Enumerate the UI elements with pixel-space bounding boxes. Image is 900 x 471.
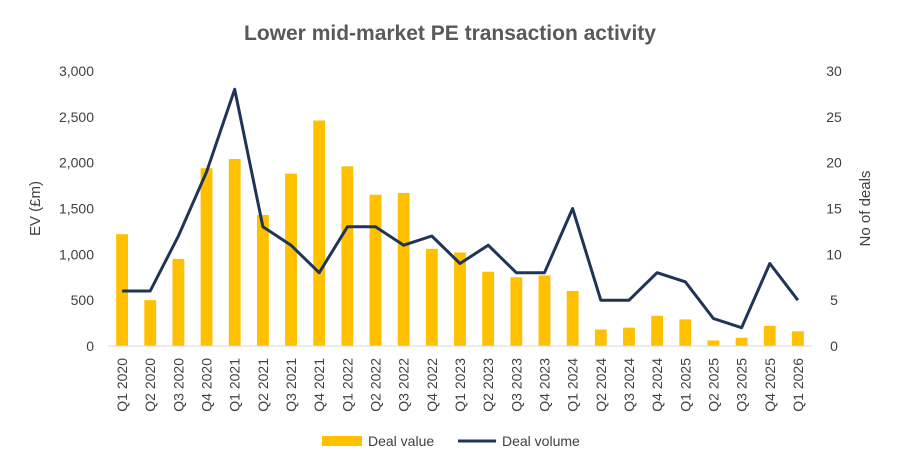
x-tick-label: Q3 2020 bbox=[170, 358, 186, 412]
x-tick-label: Q3 2021 bbox=[283, 358, 299, 412]
x-tick-label: Q4 2023 bbox=[536, 358, 552, 412]
x-tick-label: Q1 2022 bbox=[339, 358, 355, 412]
bar bbox=[256, 214, 269, 346]
bar bbox=[651, 315, 664, 346]
bar bbox=[285, 173, 297, 346]
bar bbox=[228, 159, 241, 346]
y2-tick-label: 10 bbox=[826, 246, 842, 262]
x-tick-label: Q1 2026 bbox=[790, 358, 806, 412]
bar bbox=[454, 252, 466, 346]
bar bbox=[116, 234, 128, 346]
x-tick-label: Q2 2025 bbox=[705, 358, 721, 412]
x-tick-label: Q1 2021 bbox=[227, 358, 243, 412]
y2-axis-label: No of deals bbox=[857, 171, 874, 247]
x-tick-label: Q1 2024 bbox=[565, 358, 581, 412]
y-tick-label: 1,000 bbox=[59, 246, 94, 262]
x-tick-label: Q3 2024 bbox=[621, 358, 637, 412]
y2-tick-label: 15 bbox=[826, 201, 842, 217]
bar bbox=[735, 337, 748, 346]
bar bbox=[425, 248, 438, 346]
y-axis-ticks: 0 500 1,000 1,500 2,000 2,500 3,000 bbox=[59, 63, 94, 354]
y2-tick-label: 30 bbox=[826, 63, 842, 79]
y-tick-label: 1,500 bbox=[59, 201, 94, 217]
bar bbox=[144, 300, 157, 346]
legend-label-deal-volume: Deal volume bbox=[502, 433, 580, 449]
y-tick-label: 2,000 bbox=[59, 155, 94, 171]
y-tick-label: 3,000 bbox=[59, 63, 94, 79]
x-tick-label: Q1 2025 bbox=[677, 358, 693, 412]
bar bbox=[594, 329, 607, 346]
bar bbox=[341, 166, 354, 346]
x-tick-label: Q2 2023 bbox=[480, 358, 496, 412]
x-tick-label: Q4 2022 bbox=[424, 358, 440, 412]
x-tick-label: Q3 2022 bbox=[396, 358, 412, 412]
x-tick-label: Q4 2020 bbox=[199, 358, 215, 412]
legend-label-deal-value: Deal value bbox=[368, 433, 434, 449]
y2-tick-label: 25 bbox=[826, 109, 842, 125]
bar-series bbox=[116, 120, 804, 346]
y2-tick-label: 20 bbox=[826, 155, 842, 171]
y2-tick-label: 0 bbox=[830, 338, 838, 354]
chart-title: Lower mid-market PE transaction activity bbox=[244, 22, 656, 45]
y2-tick-label: 5 bbox=[830, 292, 838, 308]
x-tick-label: Q4 2025 bbox=[762, 358, 778, 412]
legend: Deal value Deal volume bbox=[322, 433, 580, 449]
bar bbox=[792, 331, 804, 346]
x-tick-label: Q4 2024 bbox=[649, 358, 665, 412]
bar bbox=[313, 120, 326, 346]
bar bbox=[200, 168, 213, 346]
x-axis-ticks: Q1 2020 Q2 2020 Q3 2020 Q4 2020 Q1 2021 Q2 20… bbox=[114, 358, 806, 412]
bar bbox=[566, 291, 579, 346]
bar bbox=[397, 192, 410, 346]
bar bbox=[763, 325, 776, 346]
deal-volume-line bbox=[122, 87, 800, 330]
bar bbox=[482, 271, 495, 346]
bar bbox=[707, 340, 720, 346]
x-tick-label: Q4 2021 bbox=[311, 358, 327, 412]
bar bbox=[538, 275, 551, 346]
x-tick-label: Q2 2022 bbox=[368, 358, 384, 412]
x-tick-label: Q2 2024 bbox=[593, 358, 609, 412]
x-tick-label: Q1 2023 bbox=[452, 358, 468, 412]
y-tick-label: 0 bbox=[86, 338, 94, 354]
bar bbox=[679, 319, 692, 346]
x-tick-label: Q2 2020 bbox=[142, 358, 158, 412]
y-tick-label: 500 bbox=[71, 292, 95, 308]
legend-swatch-deal-value bbox=[322, 436, 362, 446]
bar bbox=[369, 194, 382, 346]
bar bbox=[510, 277, 523, 346]
y2-axis-ticks: 0 5 10 15 20 25 30 bbox=[826, 63, 842, 354]
bar bbox=[623, 327, 635, 346]
x-tick-label: Q2 2021 bbox=[255, 358, 271, 412]
x-tick-label: Q1 2020 bbox=[114, 358, 130, 412]
x-tick-label: Q3 2023 bbox=[508, 358, 524, 412]
y-tick-label: 2,500 bbox=[59, 109, 94, 125]
x-tick-label: Q3 2025 bbox=[734, 358, 750, 412]
bar bbox=[172, 258, 185, 346]
y-axis-label: EV (£m) bbox=[27, 181, 44, 236]
